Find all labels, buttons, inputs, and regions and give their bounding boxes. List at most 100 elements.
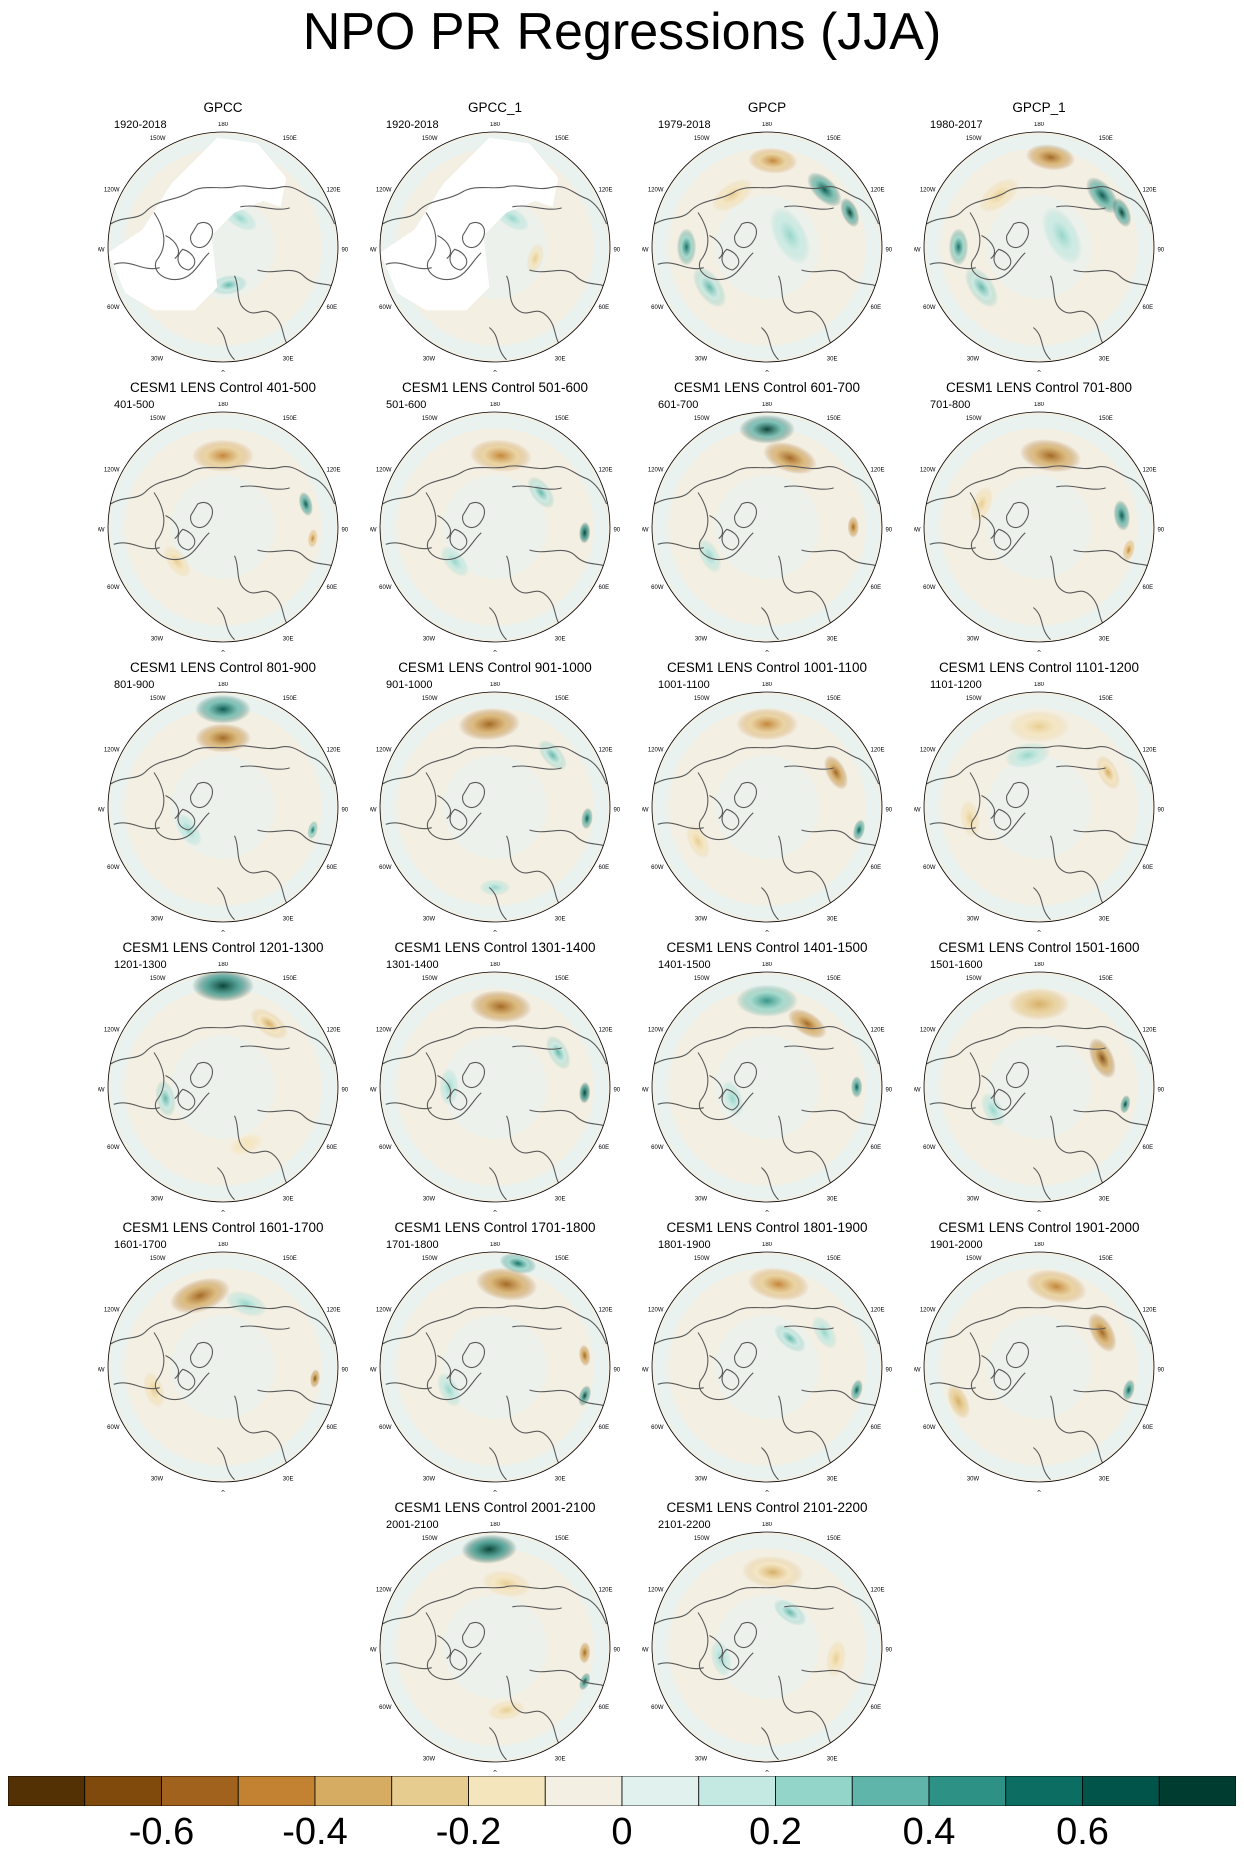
coastline <box>929 262 976 270</box>
longitude-label: 90E <box>885 527 892 533</box>
anomaly-field <box>847 516 859 538</box>
coastline <box>1056 1045 1106 1050</box>
coastline <box>657 262 704 270</box>
polar-map: 180 150W 150E 120W 120E 90W 90E 60W 60E 30W 30E 0 <box>98 122 348 372</box>
coastline <box>654 1305 880 1345</box>
coastline <box>153 212 210 281</box>
longitude-label: 60W <box>379 865 392 871</box>
panel-year-range: 1301-1400 <box>386 959 439 971</box>
longitude-label: 30E <box>1099 357 1110 363</box>
anomaly-field <box>170 1277 230 1314</box>
longitude-label: 90W <box>370 1367 377 1373</box>
coastline <box>190 1342 213 1369</box>
panel-title: GPCP <box>747 100 787 115</box>
map-panel: CESM1 LENS Control 901-1000 901-1000 180 15… <box>370 660 620 932</box>
map-panel: CESM1 LENS Control 1801-1900 1801-1900 180… <box>642 1220 892 1492</box>
longitude-label: 30E <box>1099 1477 1110 1483</box>
anomaly-field <box>787 1008 827 1039</box>
coastline <box>993 528 1012 551</box>
coastline <box>113 542 160 550</box>
panel-title: CESM1 LENS Control 1701-1800 <box>394 1220 596 1235</box>
panel-title: GPCC <box>203 100 243 115</box>
longitude-label: 150W <box>150 416 166 422</box>
coastline <box>697 1052 754 1121</box>
coastline <box>760 1167 779 1201</box>
longitude-label: 120E <box>871 748 885 754</box>
longitude-label: 30E <box>827 357 838 363</box>
anomaly-field <box>735 984 799 1017</box>
anomaly-field <box>143 1372 165 1408</box>
longitude-label: 60W <box>379 585 392 591</box>
map-panel: CESM1 LENS Control 1201-1300 1201-1300 180… <box>98 940 348 1212</box>
polar-map: 180 150W 150E 120W 120E 90W 90E 60W 60E 30W 30E 0 <box>914 682 1164 932</box>
background-band <box>926 134 1152 360</box>
background-band <box>443 755 547 859</box>
longitude-label: 60E <box>1143 1145 1154 1151</box>
longitude-label: 30W <box>151 357 164 363</box>
longitude-label: 60W <box>923 585 936 591</box>
longitude-label: 90W <box>370 247 377 253</box>
longitude-label: 30W <box>695 1197 708 1203</box>
coastline <box>529 1669 607 1688</box>
longitude-label: 60E <box>871 305 882 311</box>
coastline <box>257 269 335 288</box>
anomaly-field <box>852 819 866 841</box>
map-panel: CESM1 LENS Control 2101-2200 2101-2200 180… <box>642 1500 892 1772</box>
background-band <box>110 414 336 640</box>
longitude-label: 0 <box>765 650 769 652</box>
longitude-label: 90E <box>885 807 892 813</box>
longitude-label: 120W <box>920 1028 936 1034</box>
map-panel: CESM1 LENS Control 1401-1500 1401-1500 180… <box>642 940 892 1212</box>
coastline <box>1006 502 1029 529</box>
background-band <box>926 1254 1152 1480</box>
background-band <box>171 1315 275 1419</box>
polar-map: 180 150W 150E 120W 120E 90W 90E 60W 60E 30W 30E 0 <box>98 1242 348 1492</box>
longitude-label: 90E <box>1157 1367 1164 1373</box>
coastline <box>425 212 482 281</box>
coastline <box>657 1102 704 1110</box>
longitude-label: 150W <box>694 976 710 982</box>
coastline <box>512 1325 562 1330</box>
coastline <box>153 772 210 841</box>
coastline <box>506 835 565 909</box>
coastline <box>929 1382 976 1390</box>
anomaly-field <box>527 476 555 509</box>
polar-map: 180 150W 150E 120W 120E 90W 90E 60W 60E 30W 30E 0 <box>370 682 620 932</box>
panel-title: CESM1 LENS Control 1301-1400 <box>394 940 596 955</box>
coastline <box>981 235 995 259</box>
anomaly-field <box>469 439 532 472</box>
map-boundary <box>379 1251 611 1483</box>
anomaly-field <box>769 206 811 265</box>
coastline <box>697 212 754 281</box>
anomaly-field <box>1007 988 1071 1021</box>
map-panel: CESM1 LENS Control 701-800 701-800 180 150W… <box>914 380 1164 652</box>
panel-year-range: 1401-1500 <box>658 959 711 971</box>
longitude-label: 180 <box>490 1242 501 1248</box>
longitude-label: 150E <box>555 1536 569 1542</box>
coastline <box>216 1447 235 1481</box>
anomaly-field <box>225 1290 267 1317</box>
longitude-label: 0 <box>493 1490 497 1492</box>
coastline <box>488 1727 507 1761</box>
coastline <box>734 1622 757 1649</box>
panel-year-range: 1601-1700 <box>114 1239 167 1251</box>
colorbar-box <box>237 1776 316 1806</box>
anomaly-field <box>851 1076 863 1098</box>
anomaly-field <box>310 1369 320 1388</box>
coastline <box>657 542 704 550</box>
map-boundary <box>923 411 1155 643</box>
coastline <box>709 1075 723 1099</box>
longitude-label: 60E <box>871 1425 882 1431</box>
longitude-label: 90W <box>370 527 377 533</box>
coastline <box>697 1612 754 1681</box>
background-band <box>987 755 1091 859</box>
longitude-label: 150W <box>694 136 710 142</box>
longitude-label: 180 <box>762 1522 773 1528</box>
longitude-label: 150E <box>283 696 297 702</box>
longitude-label: 120W <box>920 748 936 754</box>
figure-title: NPO PR Regressions (JJA) <box>302 3 942 61</box>
coastline <box>506 1395 565 1469</box>
longitude-label: 30W <box>423 1197 436 1203</box>
longitude-label: 180 <box>1034 402 1045 408</box>
coastline <box>449 1648 468 1671</box>
